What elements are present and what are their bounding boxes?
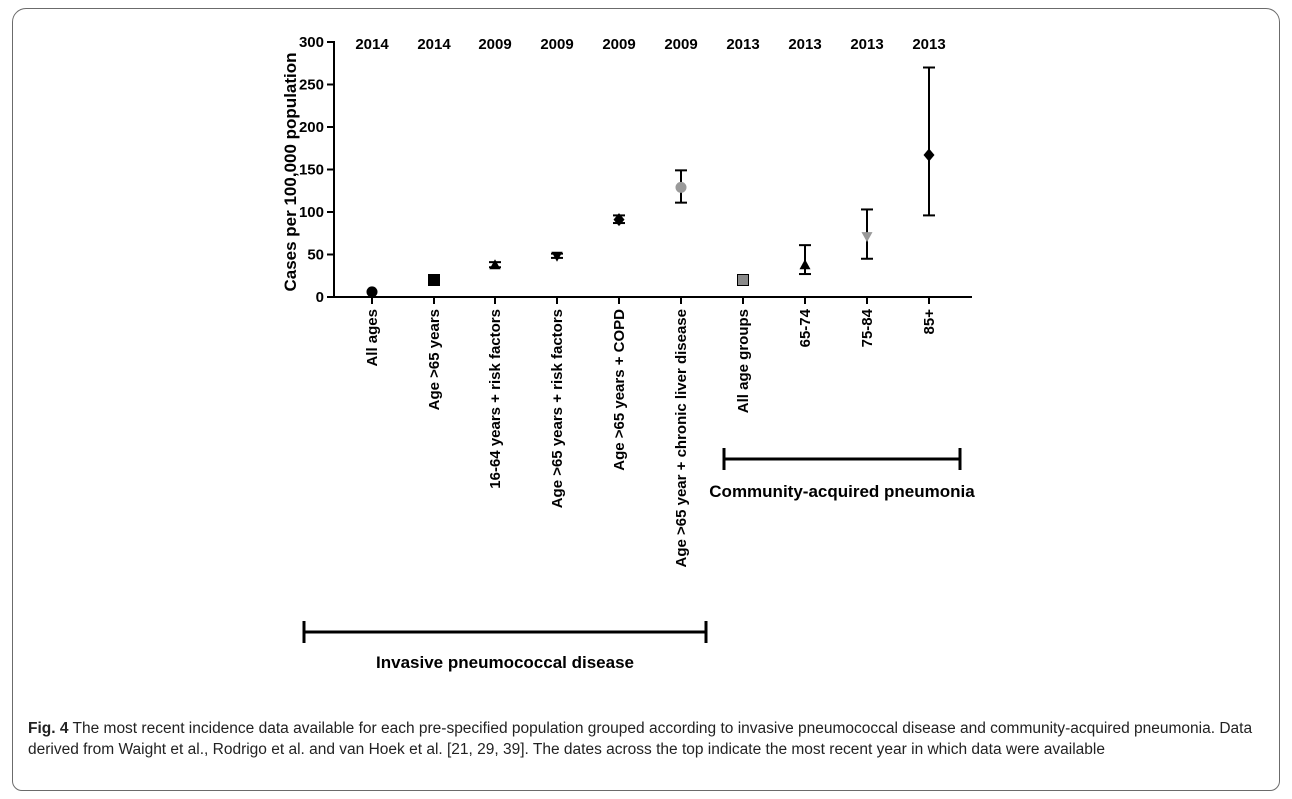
category-label: 65-74 [797,308,814,347]
category-label: Age >65 year + chronic liver disease [673,309,690,568]
y-tick-label: 50 [307,247,324,264]
year-label: 2009 [664,36,697,53]
y-tick-label: 0 [316,289,324,306]
category-label: 85+ [921,309,938,335]
y-tick-label: 250 [299,77,324,94]
y-tick-label: 300 [299,34,324,51]
year-label: 2013 [912,36,945,53]
category-label: 16-64 years + risk factors [487,309,504,489]
figure-frame [12,8,1280,791]
year-label: 2014 [417,36,451,53]
group-label: Community-acquired pneumonia [709,482,975,501]
group-label: Invasive pneumococcal disease [376,653,634,672]
y-tick-label: 100 [299,204,324,221]
data-point [923,148,935,162]
year-label: 2009 [540,36,573,53]
category-label: Age >65 years + risk factors [549,309,566,508]
year-label: 2013 [850,36,883,53]
data-point [428,274,440,286]
figure-caption: Fig. 4 The most recent incidence data av… [28,718,1268,760]
data-point [489,259,501,270]
data-point [613,213,625,227]
data-point [737,274,749,286]
category-label: Age >65 years [426,309,443,410]
data-point [799,259,811,270]
data-point [551,251,563,262]
data-point [366,286,378,298]
data-marks [302,66,962,643]
category-label: Age >65 years + COPD [611,309,628,471]
y-tick-label: 150 [299,162,324,179]
year-label: 2009 [602,36,635,53]
year-label: 2013 [726,36,759,53]
data-point [675,181,687,193]
caption-lead: Fig. 4 [28,720,69,737]
caption-text: The most recent incidence data available… [28,720,1253,758]
year-label: 2009 [478,36,511,53]
category-label: All ages [364,309,381,367]
y-tick-label: 200 [299,119,324,136]
year-label: 2013 [788,36,821,53]
axes [327,41,972,304]
category-label: 75-84 [859,308,876,347]
y-axis-label: Cases per 100,000 population [281,52,300,291]
year-label: 2014 [355,36,389,53]
data-point [861,232,873,243]
category-label: All age groups [735,309,752,413]
